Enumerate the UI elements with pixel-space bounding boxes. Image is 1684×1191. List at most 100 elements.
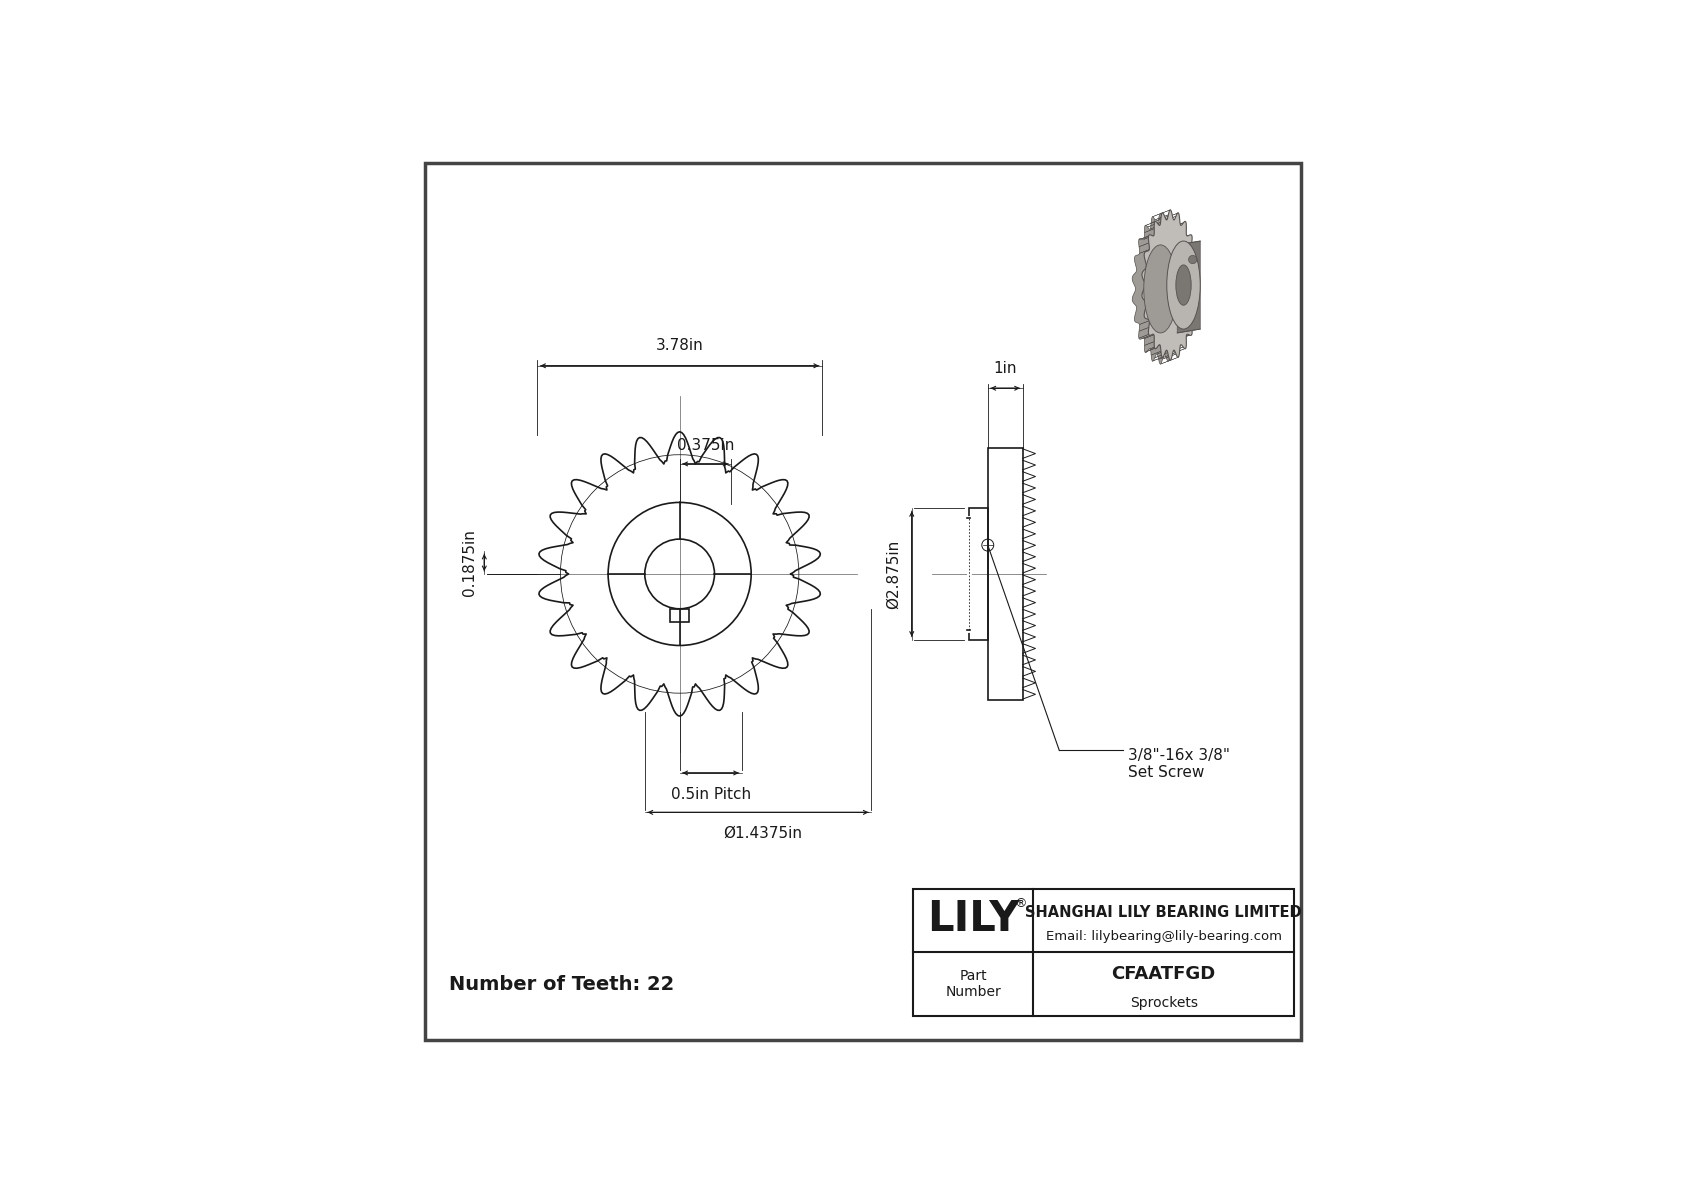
Bar: [670, 609, 689, 622]
Polygon shape: [1174, 223, 1184, 227]
Polygon shape: [1187, 254, 1196, 257]
Text: 0.375in: 0.375in: [677, 438, 734, 453]
Polygon shape: [1182, 236, 1192, 239]
Polygon shape: [1167, 354, 1175, 358]
Polygon shape: [1174, 347, 1184, 351]
Polygon shape: [1177, 342, 1186, 345]
Polygon shape: [1170, 219, 1179, 223]
Polygon shape: [1175, 348, 1186, 353]
Text: 0.1875in: 0.1875in: [461, 529, 477, 596]
Polygon shape: [1142, 335, 1152, 338]
Polygon shape: [1184, 267, 1194, 270]
Text: 3/8"-16x 3/8"
Set Screw: 3/8"-16x 3/8" Set Screw: [1128, 748, 1229, 780]
Polygon shape: [1138, 328, 1148, 331]
Polygon shape: [1186, 285, 1196, 289]
Polygon shape: [1177, 229, 1186, 232]
Polygon shape: [1138, 335, 1148, 338]
Text: ®: ®: [1014, 897, 1026, 910]
Polygon shape: [1182, 328, 1192, 331]
Polygon shape: [1159, 355, 1169, 360]
Text: Ø2.875in: Ø2.875in: [886, 540, 901, 609]
Polygon shape: [1182, 243, 1192, 247]
Polygon shape: [1177, 335, 1187, 338]
Polygon shape: [1189, 295, 1199, 300]
Text: SHANGHAI LILY BEARING LIMITED: SHANGHAI LILY BEARING LIMITED: [1026, 905, 1302, 919]
Polygon shape: [1159, 214, 1169, 219]
Polygon shape: [1177, 236, 1187, 239]
Text: Number of Teeth: 22: Number of Teeth: 22: [448, 975, 674, 994]
PathPatch shape: [1142, 210, 1199, 360]
Polygon shape: [1145, 348, 1155, 353]
Polygon shape: [1169, 357, 1179, 361]
Text: Ø1.4375in: Ø1.4375in: [722, 827, 802, 841]
Polygon shape: [1164, 350, 1174, 354]
Polygon shape: [1145, 342, 1154, 345]
Polygon shape: [1187, 289, 1197, 294]
Polygon shape: [1184, 319, 1194, 323]
Polygon shape: [1152, 351, 1160, 355]
Text: Sprockets: Sprockets: [1130, 996, 1197, 1010]
Polygon shape: [1162, 214, 1172, 219]
Polygon shape: [1145, 222, 1155, 226]
Text: 1in: 1in: [994, 361, 1017, 376]
Polygon shape: [1140, 320, 1148, 325]
Bar: [989, 448, 1022, 700]
Polygon shape: [1157, 220, 1167, 224]
Polygon shape: [1184, 251, 1194, 255]
Polygon shape: [1160, 210, 1170, 213]
Polygon shape: [1148, 347, 1157, 351]
Polygon shape: [1184, 304, 1194, 307]
Text: 3.78in: 3.78in: [655, 338, 704, 353]
Polygon shape: [1182, 335, 1192, 338]
Bar: [913, 890, 1293, 1016]
Polygon shape: [1143, 335, 1154, 338]
Polygon shape: [1150, 225, 1160, 229]
Polygon shape: [1187, 316, 1196, 320]
Polygon shape: [1187, 270, 1196, 274]
Text: Email: lilybearing@lily-bearing.com: Email: lilybearing@lily-bearing.com: [1046, 930, 1282, 943]
Polygon shape: [1138, 236, 1148, 239]
Polygon shape: [1152, 357, 1162, 361]
Polygon shape: [1162, 355, 1172, 360]
Text: CFAATFGD: CFAATFGD: [1111, 965, 1216, 983]
Polygon shape: [1138, 243, 1148, 247]
Bar: [968, 509, 989, 640]
Polygon shape: [1186, 261, 1196, 264]
Polygon shape: [1152, 213, 1162, 217]
Polygon shape: [1170, 225, 1180, 229]
Polygon shape: [1150, 345, 1160, 349]
Polygon shape: [1147, 223, 1157, 227]
Polygon shape: [1155, 354, 1165, 357]
Polygon shape: [1189, 274, 1199, 279]
Polygon shape: [1187, 300, 1197, 304]
Circle shape: [1189, 255, 1197, 263]
Polygon shape: [1145, 229, 1154, 232]
Polygon shape: [1165, 217, 1175, 220]
Polygon shape: [1140, 249, 1148, 254]
Polygon shape: [1187, 280, 1197, 283]
Polygon shape: [1157, 350, 1167, 354]
Text: LILY: LILY: [928, 898, 1021, 940]
Polygon shape: [1170, 345, 1180, 349]
Polygon shape: [1164, 220, 1174, 224]
Polygon shape: [1143, 236, 1154, 239]
Polygon shape: [1175, 222, 1186, 225]
Polygon shape: [1169, 213, 1179, 217]
Text: Part
Number: Part Number: [945, 968, 1002, 999]
Text: 0.5in Pitch: 0.5in Pitch: [670, 787, 751, 802]
Polygon shape: [1170, 351, 1180, 355]
PathPatch shape: [1132, 213, 1189, 364]
Polygon shape: [1179, 335, 1189, 338]
Polygon shape: [1155, 216, 1165, 220]
Polygon shape: [1179, 235, 1189, 239]
Polygon shape: [1152, 219, 1160, 223]
Polygon shape: [1182, 249, 1191, 254]
Ellipse shape: [1167, 241, 1201, 329]
Polygon shape: [1186, 310, 1196, 313]
Polygon shape: [1177, 241, 1201, 333]
Polygon shape: [1160, 360, 1170, 364]
Ellipse shape: [1175, 264, 1191, 305]
Ellipse shape: [1143, 245, 1177, 333]
Polygon shape: [1182, 320, 1191, 324]
Polygon shape: [1142, 235, 1152, 239]
